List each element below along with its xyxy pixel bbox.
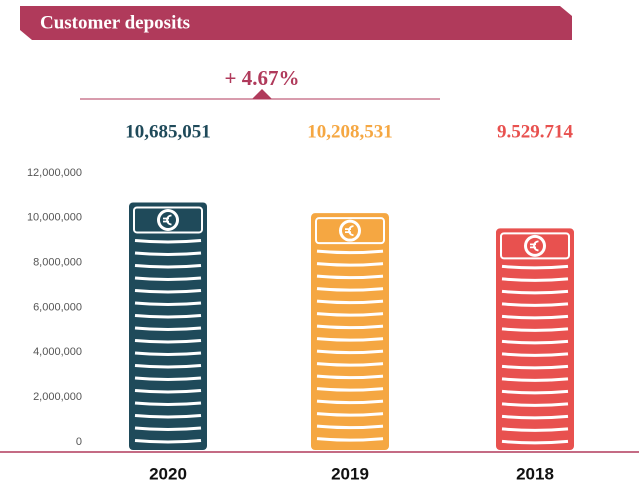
annotation: + 4.67% — [225, 66, 300, 90]
bill-edge — [316, 437, 384, 442]
bill-edge — [316, 349, 384, 355]
bill-edge — [134, 426, 202, 431]
bill-edge — [134, 301, 202, 306]
bill-edge — [501, 289, 569, 295]
y-tick-label: 2,000,000 — [33, 391, 82, 403]
x-tick-label: 2018 — [516, 464, 554, 483]
bill-edge — [134, 401, 202, 406]
chart-title: Customer deposits — [40, 12, 190, 33]
bill-edge — [316, 262, 384, 267]
bill-edge — [316, 412, 384, 417]
y-tick-label: 4,000,000 — [33, 346, 82, 358]
y-tick-label: 6,000,000 — [33, 301, 82, 313]
bill-edge — [501, 414, 569, 420]
bill-edge — [134, 276, 202, 281]
bill-edge — [316, 324, 384, 330]
bill-edge — [501, 427, 569, 432]
bill-edge — [134, 251, 202, 256]
bill-edge — [134, 388, 202, 394]
bill-edge — [134, 338, 202, 344]
bill-edge — [501, 339, 569, 345]
euro-inner — [342, 222, 358, 239]
y-tick-label: 8,000,000 — [33, 257, 82, 269]
annotation-arrow — [252, 89, 272, 99]
bill-edge — [134, 351, 202, 356]
bill-edge — [134, 438, 202, 444]
euro-sign — [345, 225, 354, 237]
euro-inner — [160, 211, 176, 228]
x-tick-label: 2020 — [149, 464, 187, 483]
bill-edge — [501, 277, 569, 282]
bill-edge — [316, 374, 384, 380]
bill-edge — [134, 313, 202, 319]
y-tick-label: 10,000,000 — [27, 212, 82, 224]
euro-sign — [163, 214, 172, 226]
value-label: 10,208,531 — [307, 121, 393, 142]
bill-edge — [501, 302, 569, 307]
x-tick-label: 2019 — [331, 464, 369, 483]
bar — [496, 228, 574, 450]
bill-edge — [316, 399, 384, 405]
bill-edge — [134, 263, 202, 269]
y-tick-label: 0 — [76, 436, 82, 448]
title-banner — [20, 6, 572, 40]
bill-edge — [501, 264, 569, 270]
bill-edge — [501, 314, 569, 320]
bill-edge — [316, 287, 384, 292]
bill-edge — [501, 439, 569, 445]
bill-edge — [134, 288, 202, 294]
bill-edge — [134, 238, 202, 244]
bill-edge — [316, 312, 384, 317]
bill-edge — [134, 413, 202, 419]
bill-border — [315, 217, 385, 245]
euro-sign — [530, 240, 539, 252]
bill-edge — [316, 249, 384, 255]
bill-edge — [501, 402, 569, 407]
bill-edge — [316, 337, 384, 342]
bill-edge — [316, 299, 384, 305]
bill-edge — [134, 376, 202, 381]
bill-edge — [134, 326, 202, 331]
bill-edge — [501, 352, 569, 357]
bill-border — [133, 206, 203, 234]
euro-inner — [527, 237, 543, 254]
value-label: 10,685,051 — [125, 121, 211, 142]
bill-border — [500, 232, 570, 260]
bill-edge — [134, 363, 202, 369]
bill-edge — [501, 389, 569, 395]
y-tick-label: 12,000,000 — [27, 167, 82, 179]
bar — [129, 202, 207, 450]
bill-edge — [316, 274, 384, 280]
bill-edge — [316, 424, 384, 430]
bill-edge — [501, 327, 569, 332]
bill-edge — [501, 377, 569, 382]
bill-edge — [316, 387, 384, 392]
bill-edge — [316, 362, 384, 367]
bill-edge — [501, 364, 569, 370]
value-label: 9.529.714 — [497, 121, 574, 142]
